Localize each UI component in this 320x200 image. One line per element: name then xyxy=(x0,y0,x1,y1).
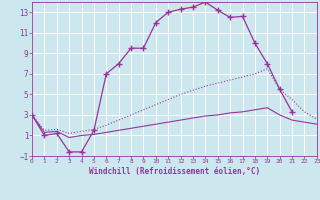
X-axis label: Windchill (Refroidissement éolien,°C): Windchill (Refroidissement éolien,°C) xyxy=(89,167,260,176)
